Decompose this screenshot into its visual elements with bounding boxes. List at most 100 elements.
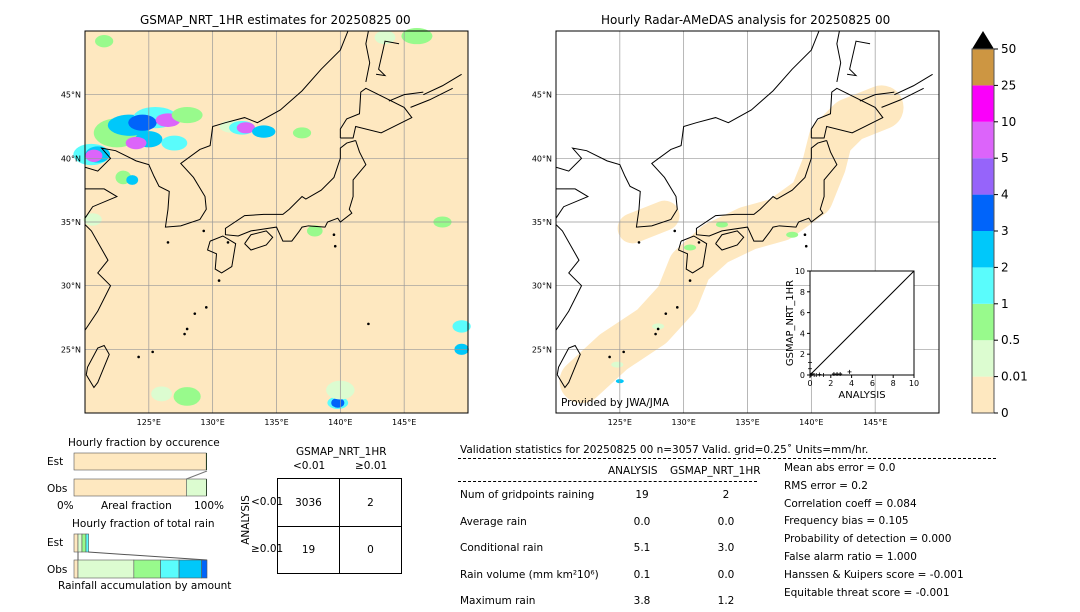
rain-cell: [252, 125, 276, 138]
colorbar-label: 0.01: [1001, 370, 1028, 384]
data-point: [847, 369, 852, 374]
cell-false-alarm: 2: [367, 497, 374, 509]
rain-bar-segment: [133, 559, 161, 579]
left-map-title: GSMAP_NRT_1HR estimates for 20250825 00: [140, 13, 411, 27]
rain-cell: [306, 225, 323, 237]
colorbar-segment: [972, 85, 994, 122]
maps-canvas: 125°E 130°E 135°E 140°E 145°E 45°N 40°N 35°N 30°…: [61, 28, 940, 427]
rain-cell: [331, 397, 345, 408]
table-divider: [278, 526, 401, 527]
score-line: Mean abs error = 0.0: [784, 462, 896, 474]
colorbar-segment: [972, 303, 994, 341]
y-tick-label: 4: [800, 329, 805, 338]
lat-tick-label: 35°N: [532, 218, 552, 227]
contingency-col-0: <0.01: [293, 460, 326, 472]
stats-col-gsmap: GSMAP_NRT_1HR: [670, 465, 761, 477]
score-line: False alarm ratio = 1.000: [784, 551, 917, 563]
rain-bar-segment: [85, 533, 89, 553]
coastline: [556, 188, 590, 331]
island: [804, 244, 808, 248]
y-tick-label: 0: [800, 371, 805, 380]
rain-est-label: Est: [47, 537, 64, 549]
coastline: [244, 230, 274, 251]
lat-tick-label: 40°N: [61, 154, 81, 163]
rain-cell: [173, 387, 201, 406]
coastline: [85, 344, 110, 389]
stats-row-analysis: 0.0: [633, 515, 651, 528]
stats-row-analysis: 3.8: [633, 595, 651, 607]
coastline: [224, 140, 367, 242]
occ-xtick-0: 0%: [57, 500, 74, 512]
occ-obs-label: Obs: [47, 483, 68, 495]
stats-row-label: Conditional rain: [460, 542, 544, 554]
colorbar-label: 3: [1001, 224, 1009, 238]
contingency-row-0: <0.01: [251, 496, 284, 508]
data-point: [810, 371, 815, 376]
occ-xtick-100: 100%: [194, 500, 225, 512]
coastline: [423, 73, 462, 96]
coastlines: [85, 31, 462, 389]
island: [803, 233, 807, 237]
data-point: [817, 372, 822, 377]
lat-tick-label: 25°N: [532, 345, 552, 354]
rain-cell: [151, 386, 172, 402]
occurrence-bar-segment: [73, 452, 207, 471]
lon-tick-label: 130°E: [201, 418, 225, 427]
colorbar-segment: [972, 340, 994, 377]
rain-bar-segment: [77, 559, 135, 579]
left-map-frame: [84, 30, 469, 414]
colorbar-label: 10: [1001, 115, 1016, 129]
lon-tick-label: 135°E: [735, 418, 759, 427]
occurrence-bar-segment: [186, 478, 207, 497]
contingency-table: 3036 2 19 0: [277, 478, 402, 574]
coastline: [677, 235, 708, 274]
coastline: [836, 31, 842, 83]
contingency-col-1: ≥0.01: [355, 460, 388, 472]
coastline: [365, 31, 371, 83]
y-axis-label: GSMAP_NRT_1HR: [785, 280, 796, 366]
stats-row-label: Rain volume (mm km²10⁶): [460, 568, 599, 581]
lat-tick-label: 25°N: [61, 345, 81, 354]
rain-cell: [125, 136, 147, 150]
lon-tick-label: 125°E: [137, 418, 161, 427]
data-point: [821, 373, 826, 377]
colorbar-segment: [972, 194, 994, 231]
lat-tick-label: 45°N: [532, 91, 552, 100]
right-map-title: Hourly Radar-AMeDAS analysis for 2025082…: [601, 13, 891, 27]
colorbar-label: 0: [1001, 406, 1009, 420]
island: [688, 279, 692, 282]
lon-tick-label: 130°E: [672, 418, 696, 427]
coastline: [810, 87, 884, 139]
island: [185, 327, 189, 331]
x-tick-label: 4: [849, 379, 854, 388]
colorbar-segment: [972, 158, 994, 195]
fraction-bars: [73, 452, 208, 579]
stats-row-gsmap: 2: [722, 489, 730, 501]
occurrence-bar-segment: [206, 453, 207, 470]
colorbar-label: 4: [1001, 188, 1009, 202]
island: [202, 229, 206, 233]
lon-tick-label: 135°E: [264, 418, 288, 427]
score-line: Equitable threat score = -0.001: [784, 586, 950, 599]
island: [367, 322, 370, 326]
coastline: [410, 87, 453, 108]
rain-cell: [95, 35, 114, 48]
y-tick-label: 10: [795, 267, 805, 276]
colorbar-segment: [972, 231, 994, 268]
occurrence-title: Hourly fraction by occurence: [68, 437, 220, 449]
rain-cell: [128, 114, 157, 131]
rain-cell: [292, 127, 312, 139]
colorbar-segment: [972, 49, 994, 86]
island: [664, 312, 668, 315]
island: [166, 241, 170, 244]
stats-row-gsmap: 0.0: [717, 515, 735, 528]
contingency-col-title: GSMAP_NRT_1HR: [296, 446, 387, 458]
stats-divider: [458, 481, 757, 482]
occ-xlabel: Areal fraction: [101, 500, 172, 512]
x-tick-label: 6: [870, 379, 875, 388]
coastline: [388, 91, 424, 102]
lon-tick-label: 140°E: [328, 418, 352, 427]
stats-row-gsmap: 3.0: [717, 542, 735, 554]
stats-col-analysis: ANALYSIS: [608, 465, 658, 477]
